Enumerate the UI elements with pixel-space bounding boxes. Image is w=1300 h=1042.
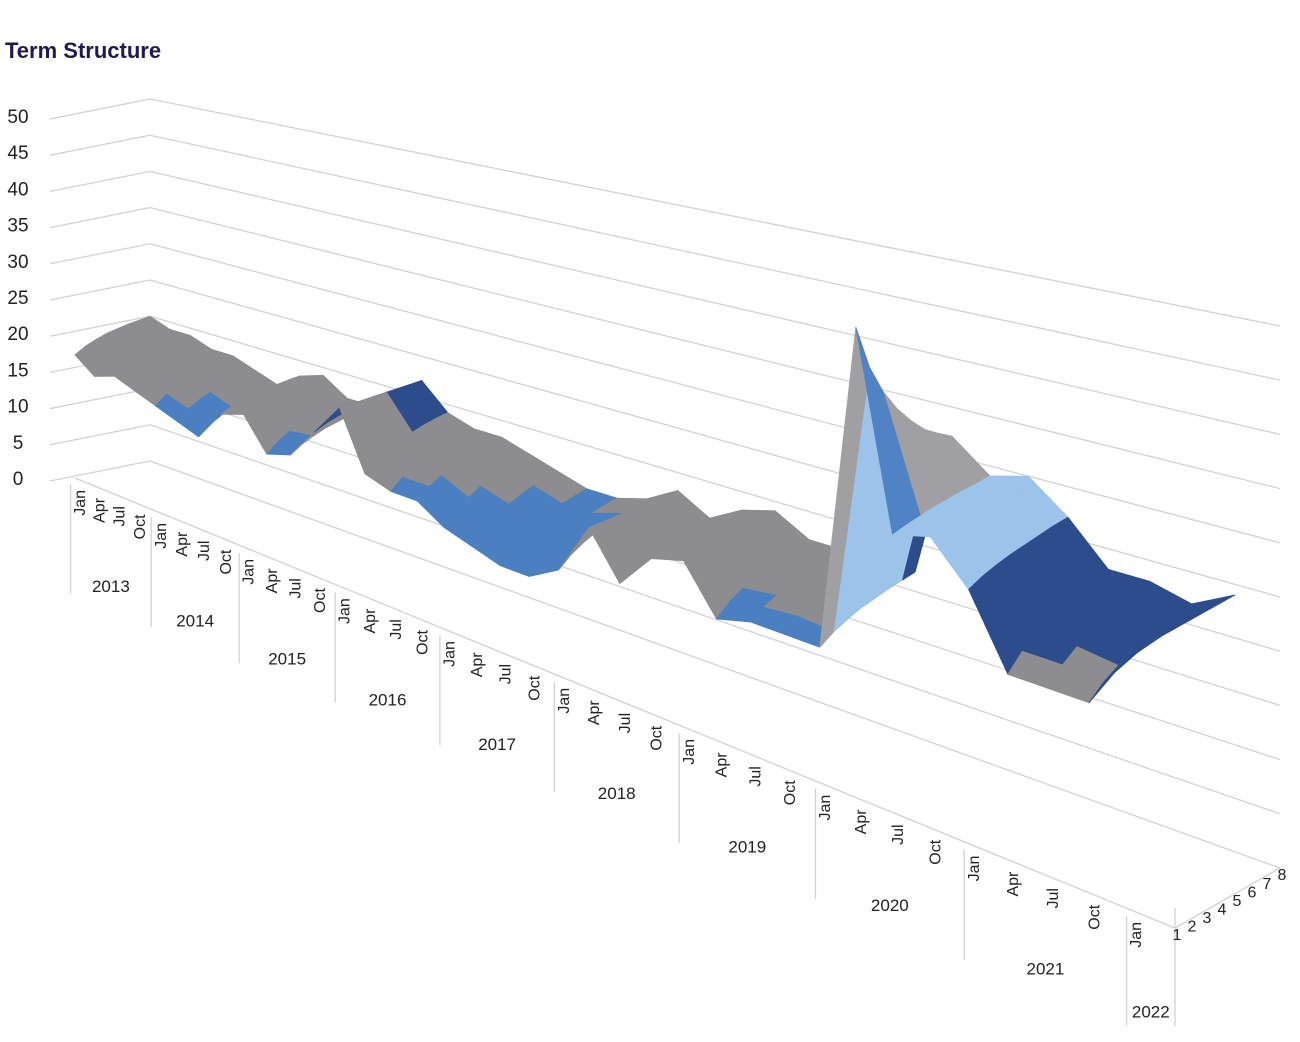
x-tick-label: Apr — [586, 700, 603, 726]
floor-right-edge — [1174, 867, 1281, 929]
x-tick-label: Oct — [526, 675, 543, 700]
x-tick-label: Oct — [312, 588, 329, 613]
y-tick-label: 0 — [13, 469, 24, 490]
x-tick-label: Jul — [112, 506, 129, 526]
y-tick-label: 35 — [7, 216, 28, 237]
floor-front-edge — [74, 477, 1176, 929]
depth-label: 7 — [1263, 876, 1272, 893]
left-wall-grid-line — [49, 460, 151, 482]
x-tick-label: Jan — [817, 795, 834, 821]
left-wall-grid-line — [49, 170, 151, 193]
x-tick-label: Jan — [72, 490, 89, 516]
left-wall-grid-line — [49, 387, 151, 410]
y-tick-label: 15 — [7, 360, 28, 381]
back-wall-grid-line — [149, 424, 1281, 815]
back-wall-grid-line — [149, 460, 1281, 869]
year-label: 2019 — [728, 838, 766, 857]
x-tick-label: Jul — [388, 619, 405, 639]
x-tick-label: Apr — [362, 608, 379, 634]
x-tick-label: Jan — [337, 598, 354, 624]
x-tick-label: Oct — [649, 725, 666, 750]
y-tick-label: 30 — [7, 252, 28, 273]
x-tick-label: Jan — [442, 641, 459, 667]
year-label: 2015 — [268, 649, 306, 668]
x-tick-label: Jul — [890, 824, 907, 844]
x-tick-label: Apr — [92, 497, 109, 523]
left-wall-grid-line — [49, 279, 151, 301]
back-wall-grid-line — [149, 279, 1281, 598]
left-wall-grid-line — [49, 98, 151, 120]
year-label: 2013 — [92, 577, 130, 596]
x-tick-label: Jan — [966, 856, 983, 882]
depth-label: 3 — [1203, 910, 1212, 927]
x-tick-label: Jan — [153, 523, 170, 549]
year-label: 2014 — [176, 612, 214, 631]
x-tick-label: Apr — [174, 531, 191, 557]
y-tick-label: 45 — [7, 143, 28, 164]
x-tick-label: Jan — [241, 559, 258, 585]
x-tick-label: Oct — [1086, 904, 1103, 929]
x-tick-label: Apr — [469, 652, 486, 678]
depth-label: 5 — [1233, 893, 1242, 910]
y-tick-label: 5 — [13, 433, 24, 454]
y-tick-label: 50 — [7, 107, 28, 128]
left-wall-grid-line — [49, 315, 151, 337]
x-tick-label: Oct — [132, 514, 149, 539]
x-tick-label: Jan — [1128, 922, 1145, 948]
x-tick-label: Oct — [927, 839, 944, 864]
left-wall-grid-line — [49, 243, 151, 265]
depth-label: 6 — [1248, 884, 1257, 901]
back-wall-grid-line — [149, 98, 1281, 327]
x-tick-label: Jul — [1045, 888, 1062, 908]
x-tick-label: Apr — [264, 568, 281, 594]
year-label: 2017 — [478, 735, 516, 754]
left-wall-grid-line — [49, 424, 151, 446]
x-tick-label: Apr — [714, 752, 731, 778]
x-tick-label: Jul — [617, 713, 634, 733]
y-tick-label: 25 — [7, 288, 28, 309]
back-wall-grid-line — [149, 134, 1281, 381]
depth-label: 8 — [1278, 867, 1287, 884]
year-label: 2018 — [598, 784, 636, 803]
year-label: 2022 — [1132, 1003, 1170, 1022]
x-tick-label: Jul — [747, 766, 764, 786]
x-tick-label: Oct — [414, 629, 431, 654]
depth-label: 2 — [1188, 919, 1197, 936]
surface-patch — [1088, 644, 1147, 704]
left-wall-grid-line — [49, 134, 151, 156]
x-tick-label: Jul — [288, 578, 305, 598]
x-tick-label: Jul — [497, 664, 514, 684]
back-wall-grid-line — [149, 170, 1281, 436]
x-tick-label: Jul — [196, 541, 213, 561]
back-wall-grid-line — [149, 206, 1281, 490]
depth-label: 4 — [1218, 902, 1227, 919]
depth-label: 1 — [1173, 927, 1182, 944]
x-tick-label: Oct — [218, 549, 235, 574]
x-tick-label: Jan — [556, 688, 573, 714]
y-tick-label: 10 — [7, 397, 28, 418]
x-tick-label: Apr — [853, 809, 870, 835]
x-tick-label: Oct — [782, 780, 799, 805]
back-wall-grid-line — [149, 243, 1281, 544]
y-tick-label: 40 — [7, 179, 28, 200]
chart-title: Term Structure — [5, 38, 161, 63]
year-label: 2016 — [369, 690, 407, 709]
x-tick-label: Apr — [1005, 871, 1022, 897]
x-tick-label: Jan — [681, 739, 698, 765]
year-label: 2020 — [871, 896, 909, 915]
year-label: 2021 — [1026, 959, 1064, 978]
left-wall-grid-line — [49, 206, 151, 229]
y-tick-label: 20 — [7, 324, 28, 345]
